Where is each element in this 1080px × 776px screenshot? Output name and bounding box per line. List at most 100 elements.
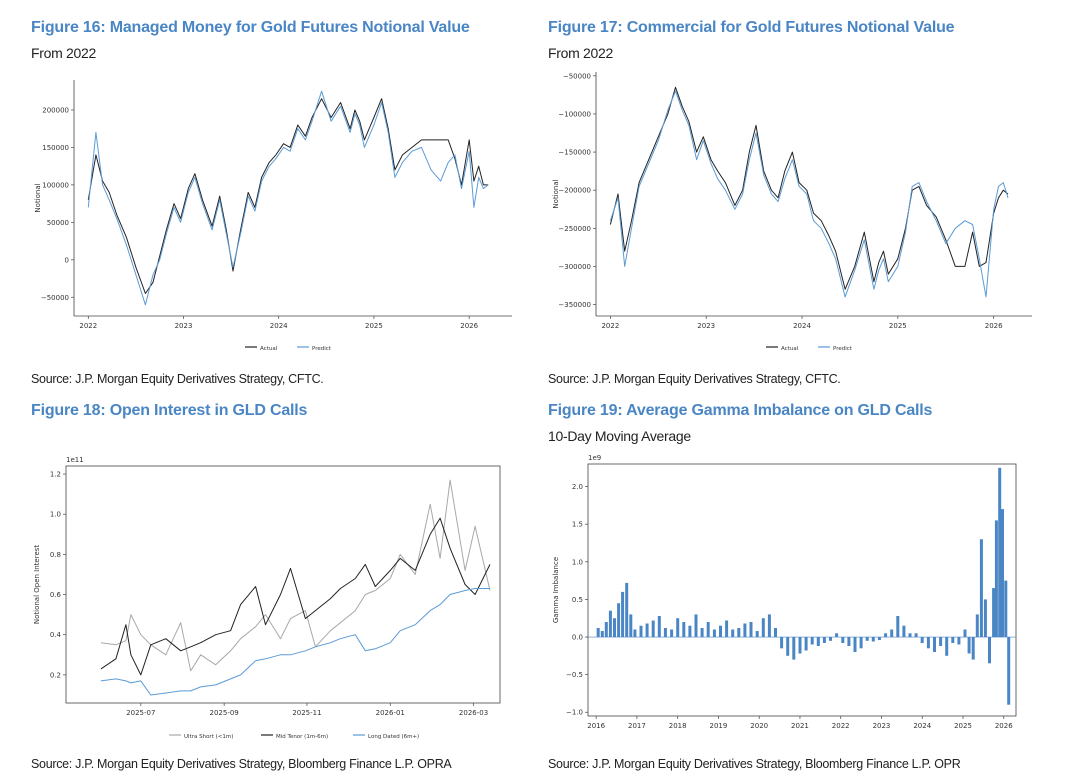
y-tick-label: −50000 [41, 294, 69, 302]
y-tick-label: −200000 [558, 187, 591, 195]
y-tick-label: 1.0 [572, 558, 583, 566]
gamma-bar [731, 629, 735, 637]
gamma-bar [712, 629, 716, 637]
gamma-bar [992, 588, 996, 637]
gamma-bar [774, 628, 777, 637]
y-tick-label: −250000 [558, 225, 591, 233]
gamma-bar [657, 616, 661, 638]
plot-frame [65, 465, 501, 704]
gamma-bar [902, 625, 906, 637]
gamma-bar [914, 633, 918, 638]
x-tick-label: 2026 [985, 322, 1003, 330]
y-tick-label: 1.0 [50, 511, 61, 519]
gamma-bar [629, 614, 633, 637]
gamma-bar [920, 637, 924, 643]
gamma-bar [596, 628, 600, 637]
gamma-bar [604, 622, 608, 637]
gamma-bar [939, 637, 943, 646]
gamma-bar [761, 618, 765, 637]
y-tick-label: −300000 [558, 263, 591, 271]
series-line-actual [87, 98, 489, 294]
gamma-bar [682, 622, 686, 637]
gamma-bar [755, 631, 759, 637]
gamma-bar [633, 629, 637, 637]
x-tick-label: 2026 [995, 722, 1013, 730]
y-tick-label: 0.2 [50, 671, 61, 679]
x-tick-label: 2019 [710, 722, 728, 730]
figure-17-source: Source: J.P. Morgan Equity Derivatives S… [548, 372, 841, 386]
x-tick-label: 2024 [793, 322, 811, 330]
legend-label: Mid Tenor (1m-6m) [276, 734, 328, 740]
gamma-bar [998, 467, 1002, 638]
legend-label: Ultra Short (<1m) [184, 734, 233, 740]
y-tick-label: 100000 [42, 181, 69, 189]
y-tick-label: −150000 [558, 149, 591, 157]
y-tick-label: −50000 [563, 72, 591, 80]
legend-label: Long Dated (6m+) [368, 734, 419, 740]
y-scale-label: 1e11 [66, 456, 84, 464]
x-tick-label: 2022 [832, 722, 850, 730]
x-tick-label: 2025 [365, 322, 383, 330]
x-tick-label: 2025 [954, 722, 972, 730]
gamma-bar [804, 637, 808, 651]
gamma-bar [979, 539, 983, 637]
series-line-predict [87, 90, 489, 306]
y-tick-label: −1.0 [566, 709, 583, 717]
gamma-bar [621, 591, 625, 637]
y-tick-label: 1.5 [572, 521, 583, 529]
gamma-bar [1001, 509, 1004, 637]
x-tick-label: 2026 [460, 322, 478, 330]
figure-17-title: Figure 17: Commercial for Gold Futures N… [548, 19, 955, 36]
x-tick-label: 2023 [873, 722, 891, 730]
figure-19-subtitle: 10-Day Moving Average [548, 428, 691, 444]
gamma-bar [835, 633, 839, 638]
gamma-bar [967, 637, 971, 654]
gamma-bar [1007, 637, 1011, 705]
figure-18-source: Source: J.P. Morgan Equity Derivatives S… [31, 757, 452, 771]
x-tick-label: 2025 [889, 322, 907, 330]
gamma-bar [908, 633, 912, 638]
gamma-bar [994, 520, 998, 637]
gamma-bar [926, 637, 930, 649]
gamma-bar [617, 603, 621, 638]
figure-18-chart: 0.2 0.4 0.6 0.8 1.0 1.2 2025-07 2025-09 2025-11 2… [33, 456, 501, 740]
series-line-ultra-short-1m [100, 479, 491, 672]
gamma-bar [798, 637, 802, 654]
y-tick-label: 0.0 [572, 634, 583, 642]
gamma-bar [786, 637, 790, 656]
gamma-bar [676, 618, 680, 637]
figure-16-subtitle: From 2022 [31, 45, 96, 61]
gamma-bar [877, 637, 881, 640]
series-line-mid-tenor-1m-6m [100, 517, 491, 676]
gamma-bar [865, 637, 869, 641]
y-tick-label: 200000 [42, 106, 69, 114]
gamma-bar [651, 620, 655, 637]
gamma-bar [706, 622, 710, 637]
y-tick-label: 0.8 [50, 551, 61, 559]
gamma-bar [975, 614, 979, 637]
gamma-bar [829, 637, 832, 641]
series-line-predict [609, 90, 1009, 298]
gamma-bar [816, 637, 820, 646]
x-tick-label: 2026-03 [459, 709, 488, 717]
gamma-bar [694, 614, 698, 637]
gamma-bar [983, 599, 987, 637]
x-tick-label: 2022 [79, 322, 97, 330]
figure-16-source: Source: J.P. Morgan Equity Derivatives S… [31, 372, 324, 386]
legend-label: Actual [260, 346, 278, 352]
gamma-bar [780, 637, 784, 649]
x-tick-label: 2020 [750, 722, 768, 730]
gamma-bar [871, 637, 875, 642]
gamma-bar [663, 628, 667, 637]
gamma-bar [810, 637, 814, 645]
legend-label: Predict [833, 346, 853, 352]
y-tick-label: 0 [65, 256, 69, 264]
gamma-bar [822, 637, 826, 643]
gamma-bar [719, 625, 722, 637]
y-tick-label: 150000 [42, 144, 69, 152]
x-tick-label: 2025-11 [292, 709, 321, 717]
gamma-bar [725, 620, 729, 637]
figure-17-subtitle: From 2022 [548, 45, 613, 61]
y-axis-label: Gamma Imbalance [552, 557, 560, 623]
gamma-bar [841, 637, 845, 643]
